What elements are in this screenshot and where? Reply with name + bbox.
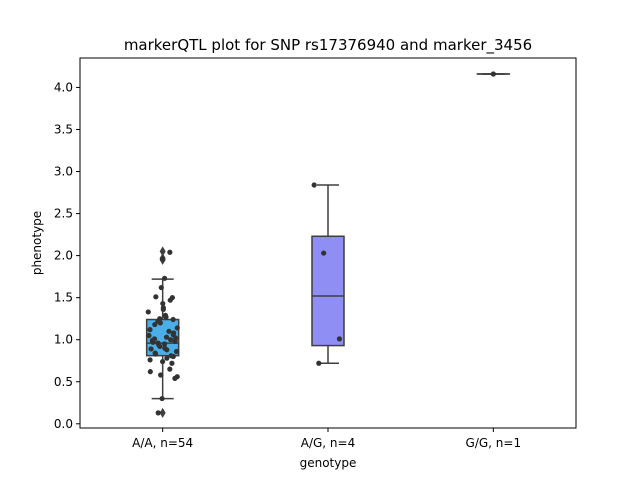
data-point	[164, 355, 170, 361]
data-point	[166, 328, 172, 334]
data-point	[169, 360, 175, 366]
data-point	[157, 343, 163, 350]
data-point	[148, 346, 154, 352]
data-point	[152, 321, 158, 328]
data-point	[157, 320, 163, 326]
data-point	[336, 336, 343, 342]
data-point	[145, 309, 151, 315]
data-point	[167, 297, 173, 303]
data-point	[160, 306, 166, 313]
data-point	[167, 249, 173, 255]
data-point	[172, 375, 178, 381]
data-point	[164, 347, 170, 353]
data-point	[311, 182, 317, 188]
data-point	[147, 327, 153, 333]
data-point	[163, 334, 170, 340]
data-point	[170, 353, 176, 360]
x-tick-label: A/A, n=54	[132, 436, 193, 450]
data-point	[161, 275, 168, 281]
y-tick-label: 0.5	[54, 375, 73, 389]
data-point	[163, 314, 169, 320]
chart-title: markerQTL plot for SNP rs17376940 and ma…	[124, 36, 532, 55]
y-tick-label: 3.5	[54, 122, 73, 136]
plot-frame	[79, 57, 577, 429]
x-axis-label: genotype	[300, 456, 357, 470]
data-point	[168, 337, 174, 343]
data-point	[490, 71, 496, 77]
data-point	[167, 366, 173, 372]
box-outlier	[159, 246, 166, 257]
data-point	[150, 339, 156, 345]
data-point	[316, 360, 322, 366]
box-outlier	[159, 407, 166, 418]
x-tick-label: G/G, n=1	[466, 436, 522, 450]
data-point	[161, 341, 168, 347]
y-tick-label: 3.0	[54, 165, 73, 179]
data-point	[153, 294, 159, 300]
data-point	[160, 300, 166, 307]
data-point	[152, 351, 159, 357]
data-point	[172, 338, 178, 344]
data-point	[159, 395, 165, 402]
data-point	[147, 369, 153, 375]
y-tick-label: 1.5	[54, 291, 73, 305]
y-tick-label: 2.5	[54, 207, 73, 221]
data-point	[146, 332, 152, 339]
data-point	[160, 358, 166, 365]
data-point	[147, 357, 153, 363]
data-point	[174, 325, 180, 331]
box-body	[311, 235, 345, 347]
y-tick-label: 0.0	[54, 417, 73, 431]
data-point	[173, 348, 180, 355]
data-point	[159, 256, 165, 262]
y-tick-label: 2.0	[54, 249, 73, 263]
y-axis-label: phenotype	[30, 211, 44, 275]
y-tick-label: 4.0	[54, 80, 73, 94]
data-point	[158, 372, 164, 378]
data-point	[170, 316, 176, 323]
plot-area: 0.0 0.5 1.0 1.5 2.0 2.5 3.0 3.5 4.0 A/A, n=54 A/G,…	[54, 71, 521, 450]
y-tick-label: 1.0	[54, 333, 73, 347]
data-point	[155, 410, 161, 416]
x-tick-label: A/G, n=4	[301, 436, 355, 450]
data-point	[321, 250, 327, 256]
data-point	[158, 284, 164, 291]
